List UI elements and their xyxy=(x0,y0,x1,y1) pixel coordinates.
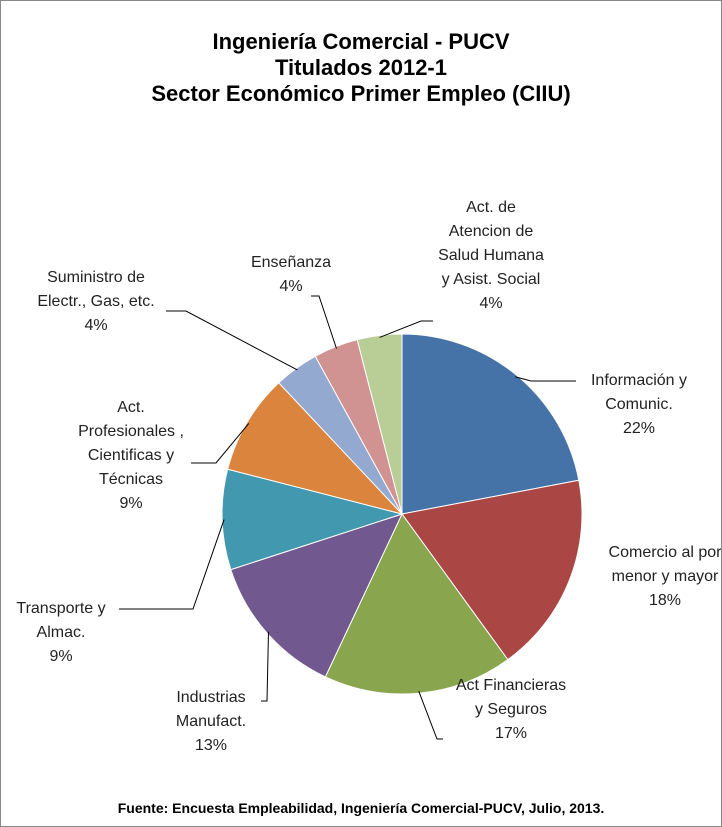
leader-line xyxy=(379,320,433,338)
label-percent: 13% xyxy=(194,737,228,754)
label-percent: 17% xyxy=(494,725,528,742)
leader-line xyxy=(311,295,337,349)
data-label: Act. Profesionales , Cientificas y Técni… xyxy=(76,396,186,516)
pie-slice xyxy=(324,513,509,695)
label-percent: 9% xyxy=(49,648,73,665)
label-name: Suministro de Electr., Gas, etc. xyxy=(37,269,155,310)
data-label: Suministro de Electr., Gas, etc. 4% xyxy=(31,266,161,338)
pie-slice xyxy=(401,333,580,515)
label-name: Enseñanza xyxy=(250,254,332,271)
data-label: Comercio al por menor y mayor 18% xyxy=(605,541,722,613)
label-percent: 4% xyxy=(479,295,503,312)
data-label: Act. de Atencion de Salud Humana y Asist… xyxy=(436,196,546,316)
pie-slice xyxy=(227,382,404,515)
label-percent: 22% xyxy=(622,420,656,437)
data-label: Act Financieras y Seguros 17% xyxy=(451,674,571,746)
leader-line xyxy=(261,631,269,702)
label-name: Transporte y Almac. xyxy=(16,600,106,641)
data-label: Información y Comunic. 22% xyxy=(569,369,709,441)
pie-slice xyxy=(356,333,403,515)
label-percent: 4% xyxy=(279,278,303,295)
label-name: Información y Comunic. xyxy=(590,372,688,413)
leader-line xyxy=(418,691,443,740)
leader-line xyxy=(119,519,225,610)
label-percent: 4% xyxy=(84,317,108,334)
label-name: Act Financieras y Seguros xyxy=(455,677,567,718)
label-percent: 18% xyxy=(648,592,682,609)
pie-slice xyxy=(230,513,403,678)
label-name: Act. de Atencion de Salud Humana y Asist… xyxy=(438,199,544,288)
data-label: Transporte y Almac. 9% xyxy=(1,597,121,669)
pie-slice xyxy=(221,468,404,571)
label-name: Act. Profesionales , Cientificas y Técni… xyxy=(78,399,184,488)
leader-line xyxy=(515,376,576,382)
source-note: Fuente: Encuesta Empleabilidad, Ingenier… xyxy=(117,800,605,816)
leader-line xyxy=(166,310,298,371)
label-name: Industrias Manufact. xyxy=(175,689,247,730)
label-name: Comercio al por menor y mayor xyxy=(608,544,722,585)
data-label: Industrias Manufact. 13% xyxy=(146,686,276,758)
pie-slice xyxy=(401,479,583,661)
data-label: Enseñanza 4% xyxy=(236,251,346,299)
label-percent: 9% xyxy=(119,495,143,512)
leader-line xyxy=(191,423,250,464)
chart-title: Ingeniería Comercial - PUCV Titulados 20… xyxy=(151,29,571,106)
